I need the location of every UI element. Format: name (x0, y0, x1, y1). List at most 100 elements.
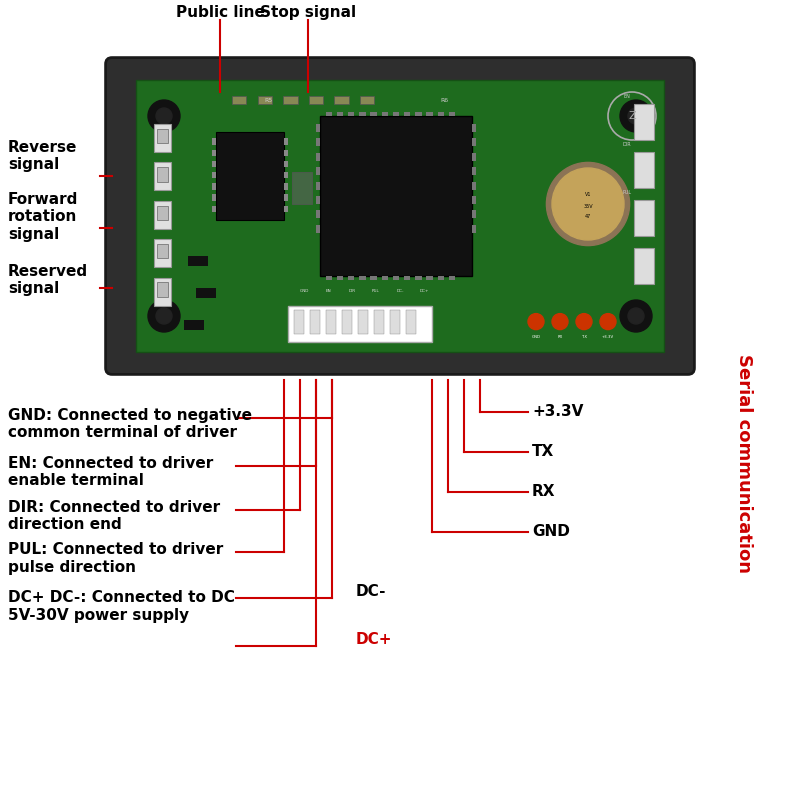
Bar (316, 210, 320, 218)
Bar (284, 138, 288, 145)
Text: EN: EN (325, 289, 331, 293)
Bar (316, 124, 320, 132)
Bar (415, 276, 422, 280)
Text: Reserved
signal: Reserved signal (8, 264, 88, 296)
Text: RX: RX (558, 334, 562, 338)
Text: RX: RX (532, 485, 555, 499)
Bar (320, 116, 472, 276)
Bar (310, 310, 320, 334)
Bar (426, 112, 433, 116)
Bar (212, 183, 216, 190)
Bar (212, 206, 216, 212)
Bar (212, 138, 216, 145)
Text: Forward
rotation
signal: Forward rotation signal (8, 192, 78, 242)
Circle shape (628, 308, 644, 324)
Bar (196, 288, 216, 298)
Bar (358, 310, 368, 334)
Bar (326, 310, 336, 334)
Bar (438, 276, 444, 280)
Bar (370, 276, 377, 280)
Bar (634, 248, 654, 284)
Bar (284, 172, 288, 178)
Bar (348, 276, 354, 280)
Bar (232, 96, 246, 104)
Text: EN: Connected to driver
enable terminal: EN: Connected to driver enable terminal (8, 456, 214, 488)
Circle shape (546, 162, 630, 246)
Bar (284, 206, 288, 212)
FancyBboxPatch shape (106, 58, 694, 374)
Circle shape (620, 100, 652, 132)
Bar (154, 239, 171, 267)
Bar (326, 112, 332, 116)
Bar (337, 112, 343, 116)
Bar (634, 200, 654, 236)
Bar (390, 310, 400, 334)
Bar (426, 276, 433, 280)
Text: DIR: Connected to driver
direction end: DIR: Connected to driver direction end (8, 500, 220, 533)
Bar (382, 276, 388, 280)
Text: PUL: PUL (622, 190, 632, 194)
Bar (284, 150, 288, 156)
Bar (634, 104, 654, 140)
Bar (284, 161, 288, 167)
Text: +3.3V: +3.3V (532, 405, 583, 419)
Bar (326, 276, 332, 280)
Bar (154, 124, 171, 152)
Text: R6: R6 (440, 98, 448, 102)
Text: Reverse
signal: Reverse signal (8, 140, 78, 172)
Bar (449, 276, 455, 280)
Circle shape (552, 314, 568, 330)
Text: GND: GND (299, 289, 309, 293)
Bar (216, 132, 284, 220)
Bar (157, 282, 168, 297)
Text: DIR: DIR (623, 142, 631, 146)
Bar (393, 276, 399, 280)
Bar (472, 210, 476, 218)
Text: DC-: DC- (356, 584, 386, 599)
Bar (374, 310, 384, 334)
Text: DC-: DC- (396, 289, 404, 293)
Bar (360, 96, 374, 104)
Bar (154, 162, 171, 190)
Text: GND: GND (531, 334, 541, 338)
Circle shape (576, 314, 592, 330)
Bar (438, 112, 444, 116)
Bar (284, 183, 288, 190)
Text: PUL: PUL (372, 289, 380, 293)
Bar (184, 320, 204, 330)
Bar (472, 182, 476, 190)
Bar (316, 182, 320, 190)
Bar (316, 138, 320, 146)
Text: Public line: Public line (175, 5, 265, 20)
Bar (342, 310, 352, 334)
Bar (284, 194, 288, 201)
Bar (406, 310, 416, 334)
Bar (472, 225, 476, 233)
Bar (472, 138, 476, 146)
Bar (348, 112, 354, 116)
Bar (212, 194, 216, 201)
Bar (634, 152, 654, 188)
Circle shape (628, 108, 644, 124)
Circle shape (156, 108, 172, 124)
Bar (359, 112, 366, 116)
Text: DC+: DC+ (419, 289, 429, 293)
Bar (157, 244, 168, 258)
Bar (212, 161, 216, 167)
Text: Stop signal: Stop signal (260, 5, 356, 20)
Text: V1: V1 (585, 192, 591, 197)
Text: TX: TX (582, 334, 586, 338)
Circle shape (528, 314, 544, 330)
Text: DC+: DC+ (356, 632, 393, 647)
Bar (370, 112, 377, 116)
Bar (337, 276, 343, 280)
Circle shape (600, 314, 616, 330)
Bar (472, 153, 476, 161)
Circle shape (148, 300, 180, 332)
Text: DC+ DC-: Connected to DC
5V-30V power supply: DC+ DC-: Connected to DC 5V-30V power su… (8, 590, 235, 622)
Text: TX: TX (532, 445, 554, 459)
Text: R5: R5 (264, 98, 272, 102)
Bar (292, 172, 312, 204)
Text: +3.3V: +3.3V (602, 334, 614, 338)
Bar (316, 225, 320, 233)
